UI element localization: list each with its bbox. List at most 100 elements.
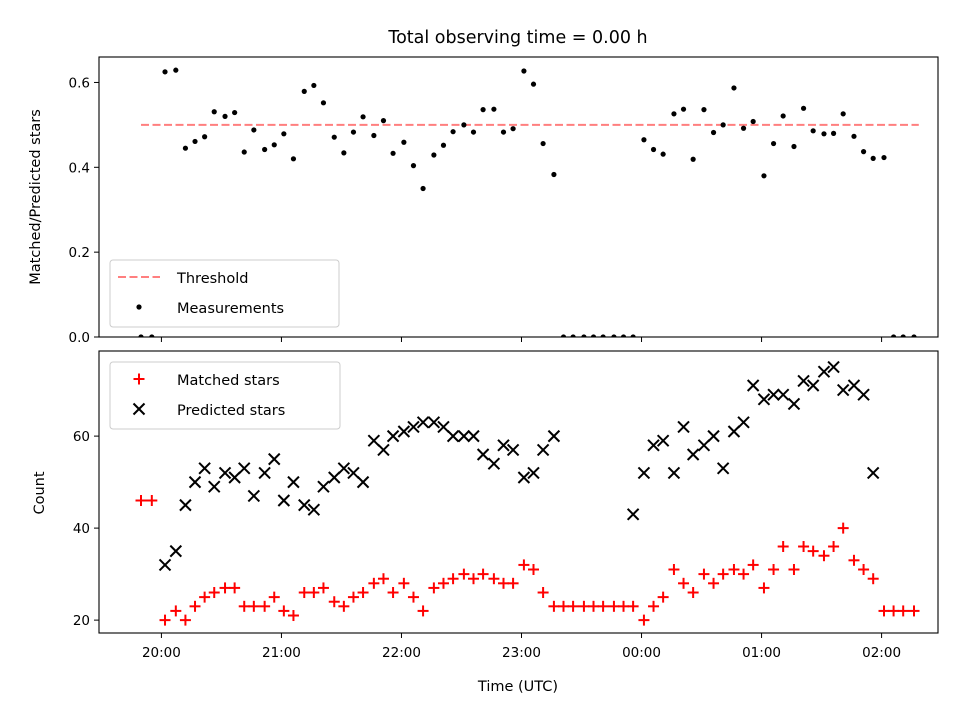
predicted-star-d2 [198,462,211,475]
predicted-star-d2 [506,443,520,457]
matched-star-marker [268,591,280,603]
matched-star-marker [238,600,250,612]
matched-star-marker [828,541,840,553]
predicted-star-marker [328,471,341,484]
predicted-star-marker [188,475,202,489]
predicted-star-d2 [857,388,870,401]
measurement-point [620,334,627,337]
measurement-point [860,149,867,155]
matched-star-marker [467,573,479,585]
measurement-point [390,150,396,156]
bottom-legend-box [109,361,341,430]
measurement-point [331,134,337,140]
measurement-point [611,334,617,337]
predicted-star-d2 [298,498,311,512]
predicted-star-d2 [467,429,480,443]
predicted-star-marker [506,443,520,457]
predicted-star-d2 [547,429,561,443]
matched-star-marker [858,564,870,576]
matched-star-marker [347,591,359,603]
legend-matched-label: Matched stars [177,373,280,389]
measurement-point [560,334,567,337]
predicted-star-d2 [356,475,370,489]
predicted-star-d2 [277,494,291,507]
measurement-point [800,105,807,111]
predicted-star-marker [218,466,232,480]
measurement-point [192,138,198,145]
bottom-y-axis-label: Count [32,471,48,514]
predicted-star-marker [716,462,730,475]
predicted-star-d2 [416,416,430,429]
predicted-star-d2 [836,383,850,397]
predicted-star-d2 [797,374,810,388]
predicted-star-marker [656,434,670,447]
matched-star-marker [208,587,220,599]
measurement-point [371,132,377,139]
predicted-star-d2 [247,489,261,503]
measurement-point [911,334,917,337]
predicted-star-marker [757,393,771,406]
matched-star-marker [287,610,299,622]
measurement-point [281,131,287,137]
predicted-star-marker [228,471,241,484]
matched-star-marker [298,587,310,599]
measurement-point [202,134,208,140]
predicted-star-d2 [727,425,741,438]
bottom-x-tick-label: 02:00 [862,645,901,661]
bottom-y-tick-label: 40 [73,521,90,537]
measurement-point [450,129,456,135]
matched-star-marker [717,568,729,580]
matched-star-marker [597,600,609,612]
matched-star-marker [528,564,540,576]
predicted-star-d2 [367,434,381,447]
predicted-star-d2 [866,466,880,480]
measurement-point [311,82,317,89]
top-plot-area [138,67,919,337]
predicted-star-d2 [757,393,771,406]
matched-star-marker [837,522,849,534]
predicted-star-d2 [347,466,360,480]
matched-star-marker [888,605,900,617]
matched-star-marker [179,614,191,626]
measurement-point [840,111,846,117]
measurement-point [420,185,426,192]
measurement-point [431,152,437,158]
measurement-point [780,113,786,119]
matched-star-marker [728,564,740,576]
matched-star-marker [398,577,410,589]
predicted-star-d2 [476,448,490,461]
measurement-point [480,107,486,113]
predicted-star-d2 [407,420,420,434]
measurement-point [791,143,797,150]
predicted-star-marker [247,489,261,503]
predicted-star-d2 [328,471,341,484]
predicted-star-marker [457,429,471,443]
matched-star-marker [368,577,380,589]
measurement-point [440,142,447,148]
measurement-point [821,131,827,137]
measurement-point [761,173,767,179]
measurement-point [690,156,696,162]
predicted-star-marker [776,388,790,401]
matched-star-marker [377,573,389,585]
predicted-star-d2 [258,466,271,480]
predicted-star-marker [317,480,330,493]
measurement-point [890,334,897,337]
matched-star-marker [638,614,650,626]
predicted-star-marker [686,448,700,461]
matched-star-marker [135,495,147,507]
bottom-axes-frame [98,350,939,634]
chart-title: Total observing time = 0.00 h [387,28,647,48]
predicted-star-d2 [667,466,681,480]
bottom-x-tick-label: 23:00 [502,645,541,661]
bottom-panel: 20:00 21:00 22:00 23:00 00:00 01:00 02:00 20 40 6… [73,350,939,661]
matched-star-marker [199,591,211,603]
matched-star-marker [618,600,630,612]
predicted-star-marker [727,425,741,438]
measurement-point [630,334,636,337]
predicted-star-marker [287,475,300,489]
predicted-star-marker [836,383,850,397]
matched-star-marker [558,600,570,612]
measurement-point [551,171,557,178]
